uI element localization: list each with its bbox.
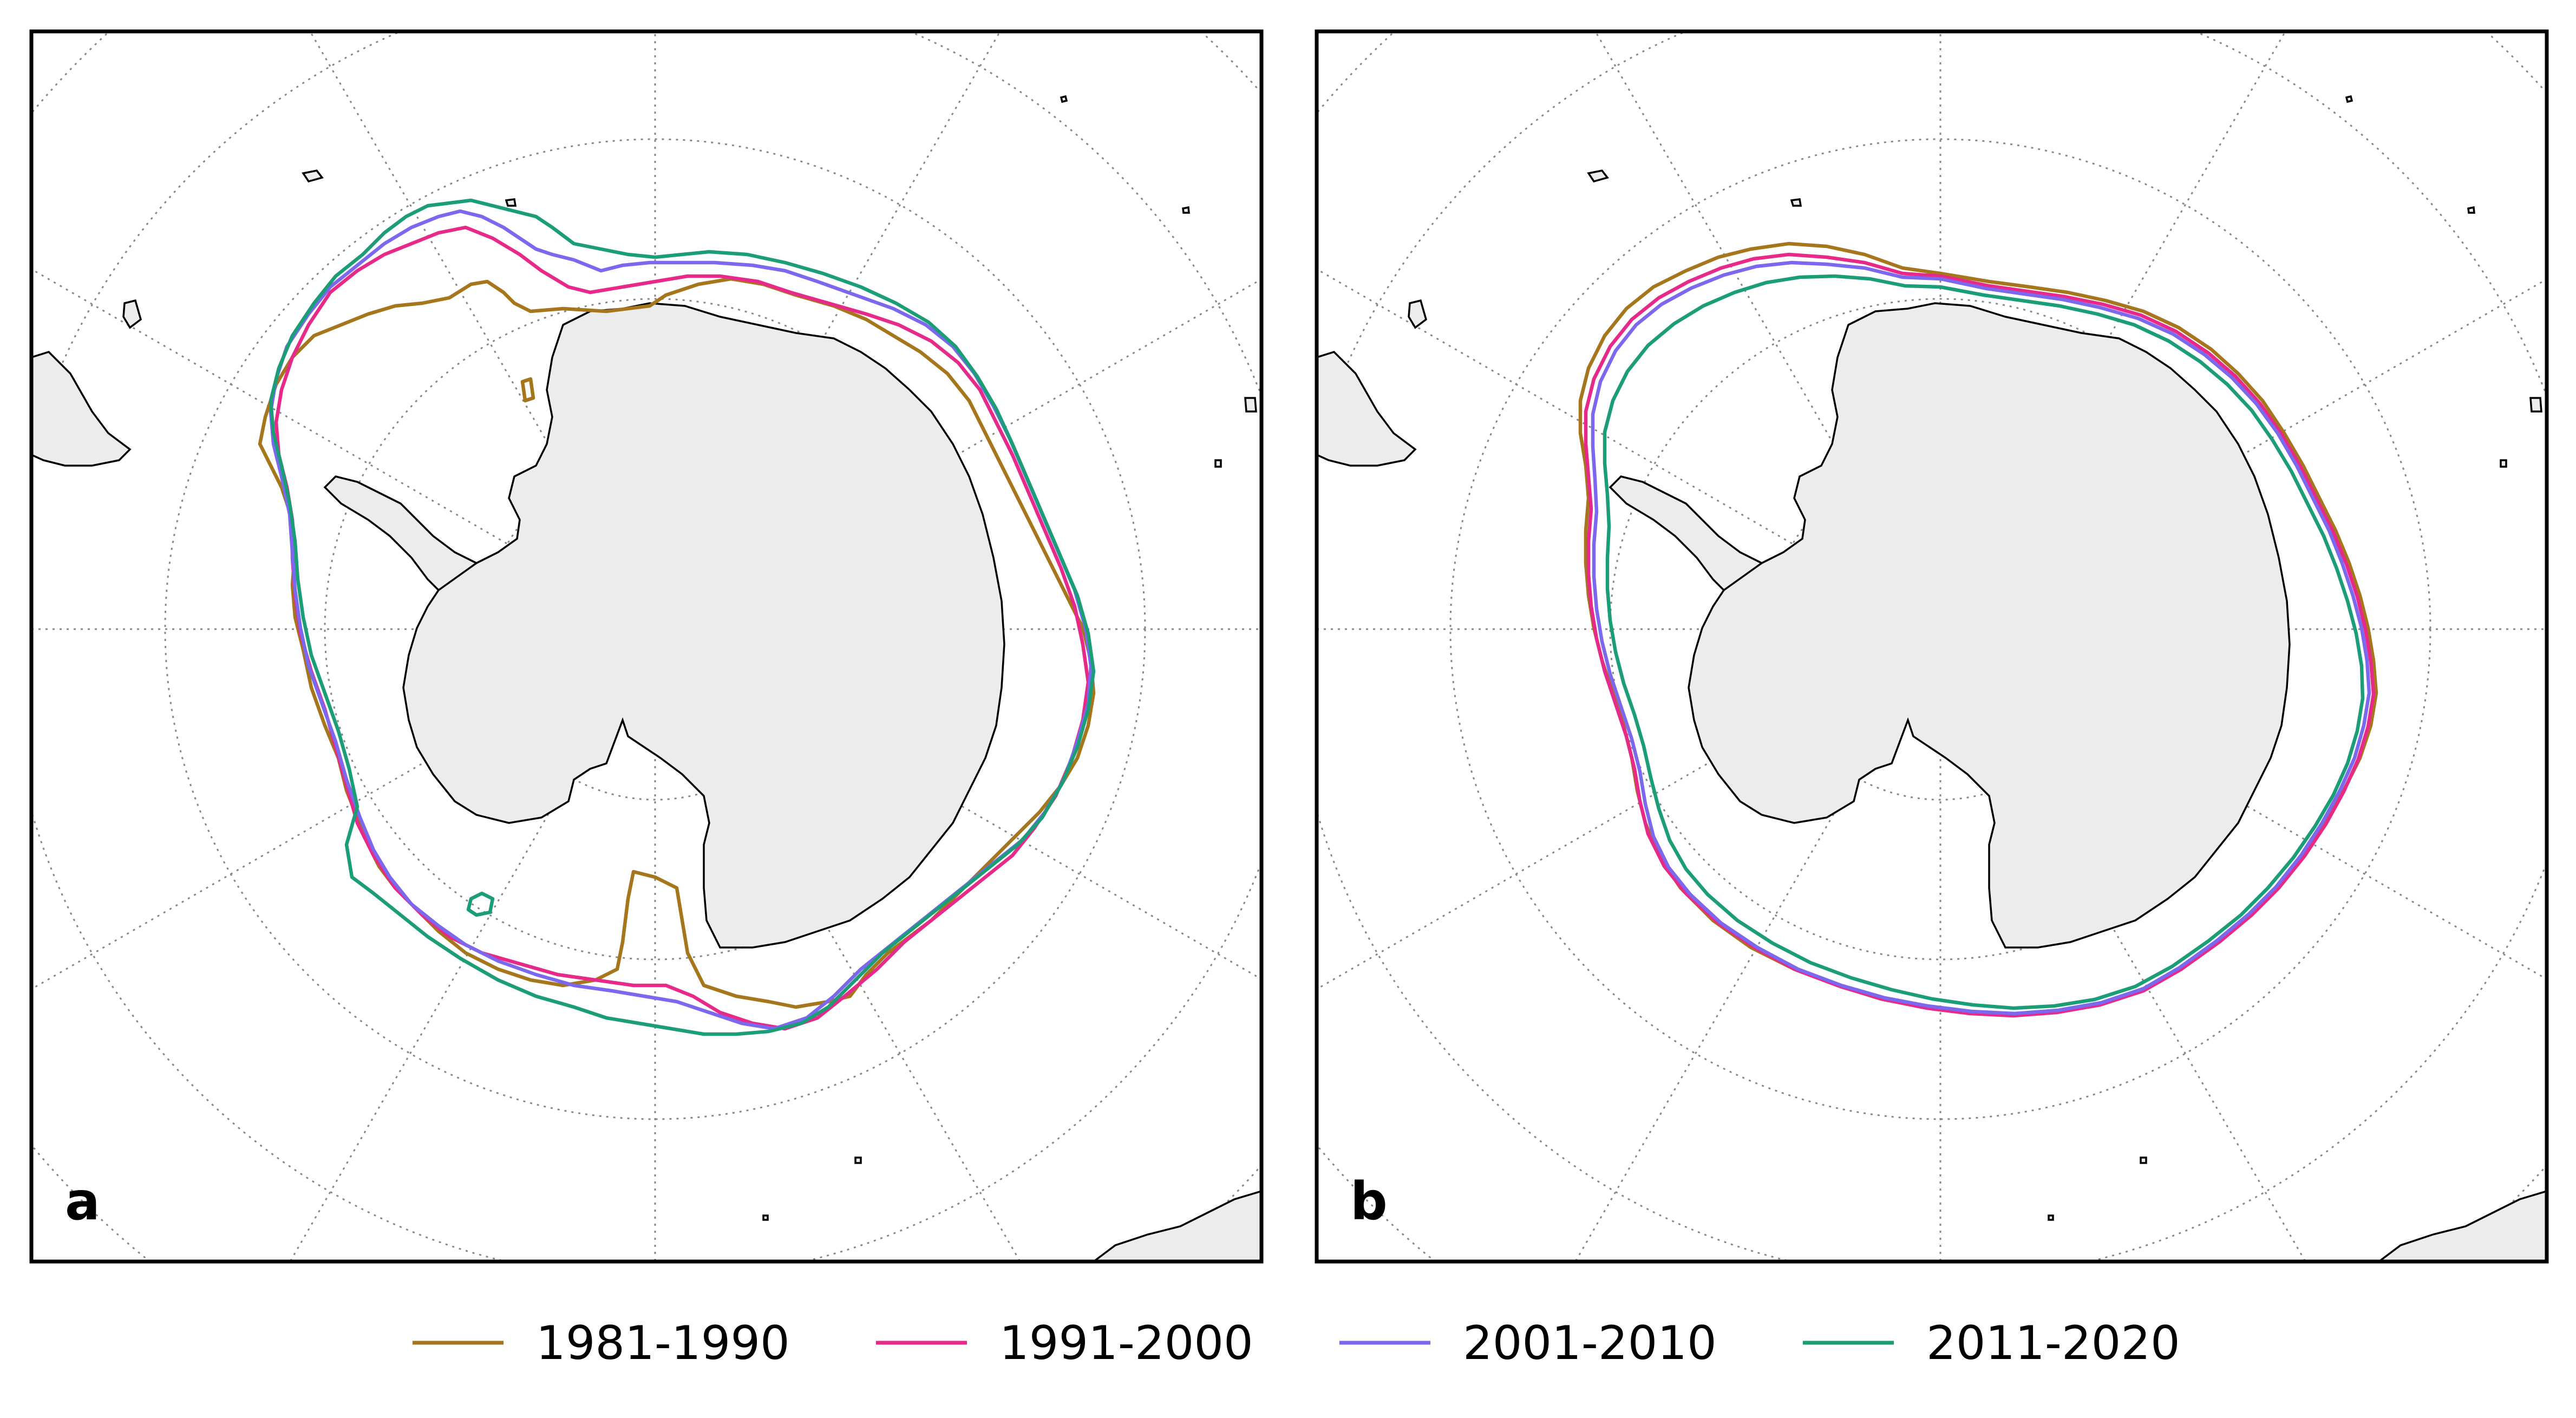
ice-edge-a-2011-2020 — [269, 198, 1096, 1036]
legend: 1981-1990 1991-2000 2001-2010 2011-2020 — [413, 1316, 2180, 1370]
panel-a-frame — [29, 29, 1264, 1264]
panel-a: a — [29, 29, 1264, 1264]
legend-label-2011-2020: 2011-2020 — [1926, 1316, 2180, 1370]
legend-label-1981-1990: 1981-1990 — [536, 1316, 790, 1370]
panel-label-a: a — [65, 1171, 100, 1232]
legend-label-1991-2000: 1991-2000 — [999, 1316, 1253, 1370]
legend-item-1981-1990: 1981-1990 — [413, 1316, 790, 1370]
panel-b: b — [1315, 29, 2549, 1264]
ice-floe-outline-a-2 — [520, 377, 535, 403]
legend-label-2001-2010: 2001-2010 — [1463, 1316, 1717, 1370]
ice-edge-a-1991-2000 — [274, 225, 1090, 1031]
ice-floe-outline-a — [466, 891, 495, 917]
ice-edge-b-2011-2020 — [1603, 274, 2365, 1010]
legend-item-1991-2000: 1991-2000 — [876, 1316, 1253, 1370]
ice-edge-a-1981-1990 — [258, 277, 1096, 1009]
legend-item-2001-2010: 2001-2010 — [1339, 1316, 1717, 1370]
ice-edge-b-1991-2000 — [1584, 252, 2376, 1018]
legend-item-2011-2020: 2011-2020 — [1803, 1316, 2180, 1370]
panel-b-frame — [1315, 29, 2549, 1264]
ice-edge-b-2001-2010 — [1591, 260, 2371, 1016]
panel-label-b: b — [1350, 1171, 1388, 1232]
